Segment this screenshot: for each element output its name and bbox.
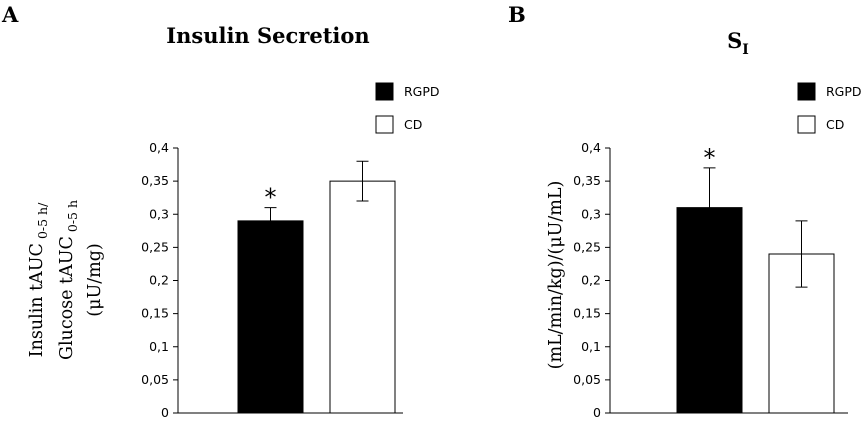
significance-star-b: * <box>704 144 716 172</box>
y-tick-label-a: 0,4 <box>149 140 169 155</box>
y-tick-label-a: 0,2 <box>149 273 169 288</box>
y-axis-label-subscript-a: 0-5 h/ <box>35 202 50 239</box>
y-tick-label-b: 0,25 <box>573 239 601 254</box>
legend-swatch-cd-a <box>375 115 394 134</box>
chart-b-plot: 0 0,05 0,1 0,15 0,2 0,25 0,3 0,35 0,4 * RGPD CD (mL/… <box>546 82 862 420</box>
legend-label-cd-a: CD <box>404 117 422 132</box>
y-axis-label-text-b: (mL/min/kg)/(μU/mL) <box>546 181 566 370</box>
bar-cd-a <box>329 180 396 414</box>
y-axis-label-line-a: Insulin tAUC 0-5 h/ <box>27 202 50 357</box>
y-axis-label-line-b: (mL/min/kg)/(μU/mL) <box>546 181 566 370</box>
y-tick-label-a: 0,15 <box>141 306 169 321</box>
y-tick-label-b: 0 <box>593 405 601 420</box>
significance-star-a: * <box>265 184 277 212</box>
legend-swatch-rgpd-a <box>375 82 394 101</box>
y-tick-label-a: 0,1 <box>149 339 169 354</box>
panel-letter-a: A <box>1 2 19 27</box>
y-tick-label-a: 0,25 <box>141 239 169 254</box>
chart-title-a: Insulin Secretion <box>166 23 369 48</box>
y-tick-label-b: 0,35 <box>573 173 601 188</box>
legend-label-rgpd-a: RGPD <box>404 84 440 99</box>
panel-a: A Insulin Secretion 00,050,10,150,20,250… <box>1 2 440 420</box>
y-tick-label-a: 0 <box>161 405 169 420</box>
y-tick-label-b: 0,4 <box>581 140 601 155</box>
chart-a-plot: 0 0,05 0,1 0,15 0,2 0,25 0,3 0,35 0,4 * RGPD CD Insu… <box>27 82 440 420</box>
chart-title-a-main: Insulin Secretion <box>166 23 369 48</box>
legend-label-cd-b: CD <box>826 117 844 132</box>
y-tick-label-a: 0,3 <box>149 206 169 221</box>
bar-rgpd-a <box>237 220 304 414</box>
y-axis-label-line-a: Glucose tAUC 0-5 h <box>57 200 80 360</box>
y-tick-label-a: 0,35 <box>141 173 169 188</box>
panel-b: B SI 0 0,05 0,1 0,15 0,2 0,25 0,3 0,35 0,4 * RGPD C… <box>508 2 862 420</box>
y-tick-label-a: 0,05 <box>141 372 169 387</box>
y-tick-label-b: 0,05 <box>573 372 601 387</box>
y-tick-label-b: 0,2 <box>581 273 601 288</box>
y-axis-label-subscript-a: 0-5 h <box>65 200 80 232</box>
chart-title-b: SI <box>727 28 749 58</box>
chart-title-b-sub: I <box>742 42 749 58</box>
y-tick-label-b: 0,15 <box>573 306 601 321</box>
legend-swatch-rgpd-b <box>797 82 816 101</box>
y-axis-label-text-a: Insulin tAUC <box>27 243 47 357</box>
legend-label-rgpd-b: RGPD <box>826 84 862 99</box>
y-axis-label-text-a: (μU/mg) <box>85 243 105 316</box>
legend-swatch-cd-b <box>797 115 816 134</box>
y-axis-label-text-a: Glucose tAUC <box>57 236 77 360</box>
y-tick-label-b: 0,1 <box>581 339 601 354</box>
panel-letter-b: B <box>508 2 526 27</box>
y-tick-label-b: 0,3 <box>581 206 601 221</box>
y-axis-label-line-a: (μU/mg) <box>85 243 105 316</box>
chart-title-b-main: S <box>727 28 742 53</box>
